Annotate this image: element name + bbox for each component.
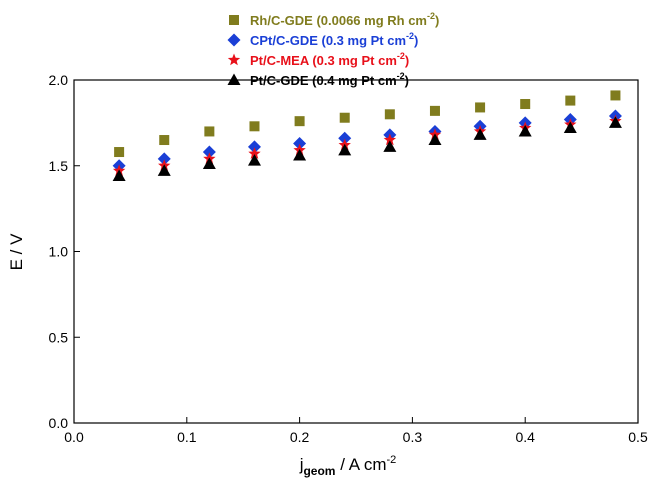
x-axis-title-rest: / A cm bbox=[335, 455, 386, 474]
series-square bbox=[114, 90, 621, 158]
legend: Rh/C-GDE (0.0066 mg Rh cm-2)CPt/C-GDE (0… bbox=[227, 11, 439, 88]
legend-item: Pt/C-GDE (0.4 mg Pt cm-2) bbox=[227, 71, 409, 88]
y-tick-label: 2.0 bbox=[49, 72, 69, 88]
data-point bbox=[248, 147, 261, 159]
x-tick-label: 0.0 bbox=[64, 429, 84, 445]
data-point bbox=[338, 131, 352, 145]
data-point bbox=[429, 105, 440, 116]
x-tick-label: 0.3 bbox=[403, 429, 423, 445]
legend-label-superscript: -2 bbox=[406, 31, 414, 41]
legend-label: Pt/C-GDE (0.4 mg Pt cm-2) bbox=[250, 71, 409, 88]
data-point bbox=[563, 121, 577, 134]
data-point bbox=[202, 157, 216, 170]
plot-frame bbox=[73, 79, 639, 424]
data-point bbox=[428, 133, 442, 146]
data-point bbox=[383, 133, 397, 146]
legend-label-main: Pt/C-MEA (0.3 mg Pt cm bbox=[250, 53, 397, 68]
legend-item: Rh/C-GDE (0.0066 mg Rh cm-2) bbox=[229, 11, 439, 28]
x-axis-title-main: j bbox=[299, 455, 304, 474]
data-point bbox=[473, 128, 487, 140]
data-point bbox=[293, 148, 307, 161]
x-axis-title-subscript: geom bbox=[303, 464, 335, 478]
y-tick-label: 0.0 bbox=[49, 415, 69, 431]
data-point bbox=[475, 102, 486, 113]
series-triangle bbox=[112, 116, 622, 182]
legend-marker bbox=[227, 53, 241, 66]
axis-ticks: 0.0 0.1 0.2 0.3 0.4 0.5 0.0 0.5 1.0 1.5 2.0 bbox=[49, 72, 648, 445]
data-markers bbox=[112, 90, 622, 182]
data-point bbox=[520, 99, 531, 110]
data-point bbox=[159, 135, 170, 146]
data-point bbox=[249, 121, 260, 132]
legend-label-superscript: -2 bbox=[397, 71, 405, 81]
data-point bbox=[294, 116, 305, 127]
data-point bbox=[112, 169, 126, 182]
plot-border bbox=[73, 79, 639, 424]
data-point bbox=[608, 116, 622, 128]
data-point bbox=[247, 154, 261, 166]
legend-label-superscript: -2 bbox=[427, 11, 435, 21]
data-point bbox=[339, 112, 350, 123]
x-tick-label: 0.1 bbox=[177, 429, 197, 445]
data-point bbox=[518, 124, 532, 137]
data-point bbox=[157, 164, 171, 176]
data-point bbox=[384, 109, 395, 120]
legend-marker bbox=[227, 33, 241, 47]
series-diamond bbox=[112, 109, 622, 173]
y-tick-label: 1.0 bbox=[49, 244, 69, 260]
data-point bbox=[202, 145, 216, 159]
legend-label: CPt/C-GDE (0.3 mg Pt cm-2) bbox=[250, 31, 418, 48]
x-axis-title-superscript: -2 bbox=[387, 454, 397, 466]
legend-label-end: ) bbox=[405, 73, 409, 88]
legend-label: Rh/C-GDE (0.0066 mg Rh cm-2) bbox=[250, 11, 439, 28]
x-tick-label: 0.5 bbox=[628, 429, 648, 445]
legend-item: Pt/C-MEA (0.3 mg Pt cm-2) bbox=[227, 51, 409, 68]
legend-label-end: ) bbox=[414, 33, 418, 48]
y-tick-label: 0.5 bbox=[49, 329, 69, 345]
data-point bbox=[247, 140, 261, 154]
data-point bbox=[157, 152, 171, 166]
legend-label-main: Pt/C-GDE (0.4 mg Pt cm bbox=[250, 73, 397, 88]
data-point bbox=[610, 90, 621, 101]
y-tick-label: 1.5 bbox=[49, 158, 69, 174]
data-point bbox=[383, 140, 397, 152]
data-point bbox=[204, 126, 215, 137]
data-point bbox=[293, 136, 307, 150]
legend-label-end: ) bbox=[435, 13, 439, 28]
y-axis-title: E / V bbox=[7, 233, 26, 271]
legend-marker bbox=[227, 73, 241, 85]
legend-marker bbox=[229, 15, 239, 25]
legend-item: CPt/C-GDE (0.3 mg Pt cm-2) bbox=[227, 31, 418, 48]
legend-label-main: CPt/C-GDE (0.3 mg Pt cm bbox=[250, 33, 406, 48]
x-tick-label: 0.2 bbox=[290, 429, 310, 445]
data-point bbox=[565, 95, 576, 106]
legend-label-end: ) bbox=[405, 53, 409, 68]
legend-label-superscript: -2 bbox=[397, 51, 405, 61]
data-point bbox=[114, 147, 125, 158]
legend-label: Pt/C-MEA (0.3 mg Pt cm-2) bbox=[250, 51, 409, 68]
series-star bbox=[112, 114, 622, 177]
legend-label-main: Rh/C-GDE (0.0066 mg Rh cm bbox=[250, 13, 427, 28]
x-axis-title: jgeom / A cm-2 bbox=[299, 454, 397, 478]
data-point bbox=[338, 143, 352, 156]
x-tick-label: 0.4 bbox=[515, 429, 535, 445]
